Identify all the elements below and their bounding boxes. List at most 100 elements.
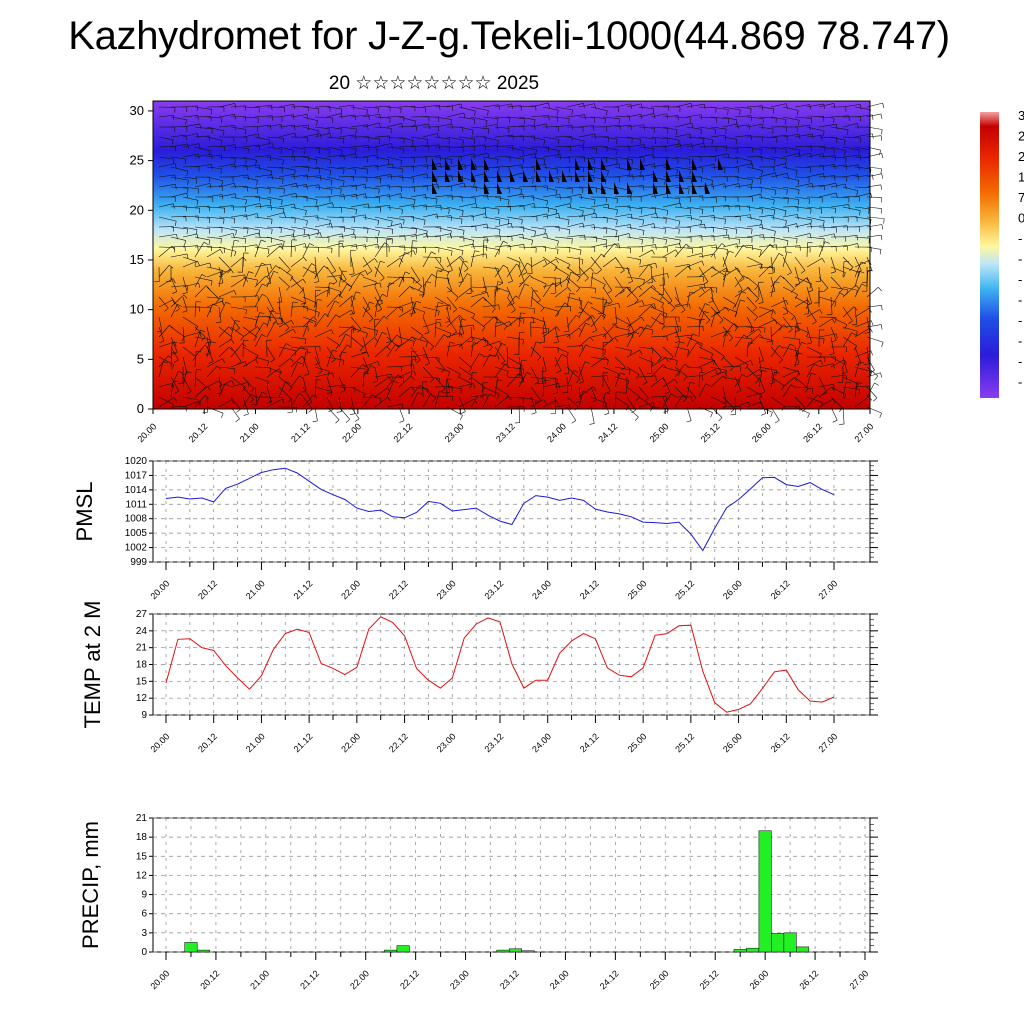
wind-barb bbox=[770, 156, 787, 160]
wind-barb bbox=[326, 176, 345, 182]
wind-barb bbox=[866, 382, 875, 398]
wind-barb-feather bbox=[627, 325, 631, 330]
wind-barb-feather bbox=[345, 333, 351, 337]
precip-bar bbox=[521, 950, 535, 953]
wind-barb bbox=[506, 286, 515, 304]
x-tick-label: 21.12 bbox=[292, 731, 315, 754]
wind-barb bbox=[386, 306, 399, 318]
wind-barb-feather bbox=[821, 135, 823, 141]
wind-barb bbox=[746, 156, 762, 158]
wind-barb bbox=[470, 336, 489, 342]
wind-barb bbox=[446, 342, 451, 358]
wind-barb bbox=[470, 206, 486, 209]
wind-barb-feather bbox=[441, 388, 446, 393]
wind-barb bbox=[614, 195, 631, 198]
wind-barb-feather bbox=[881, 173, 884, 179]
wind-barb-feather bbox=[186, 228, 188, 234]
wind-barb bbox=[482, 354, 491, 368]
wind-barb bbox=[722, 323, 735, 338]
wind-barb bbox=[842, 381, 847, 398]
wind-barb-feather bbox=[463, 112, 466, 118]
wind-barb bbox=[182, 401, 199, 408]
wind-barb bbox=[302, 243, 310, 258]
wind-barb-feather bbox=[201, 274, 207, 277]
wind-barb-feather bbox=[532, 290, 538, 292]
wind-barb bbox=[338, 351, 342, 368]
wind-barb-feather bbox=[669, 356, 674, 361]
wind-barb bbox=[710, 296, 720, 313]
wind-barb bbox=[602, 276, 613, 291]
wind-barb-feather bbox=[652, 348, 654, 354]
wind-barb-feather bbox=[500, 361, 506, 365]
wind-barb-feather bbox=[543, 399, 547, 404]
wind-barb bbox=[626, 396, 636, 411]
wind-barb bbox=[386, 166, 403, 169]
wind-barb-feather bbox=[535, 341, 541, 344]
wind-barb-feather bbox=[880, 113, 883, 119]
wind-barb bbox=[314, 223, 332, 228]
wind-barb bbox=[326, 314, 337, 328]
wind-barb bbox=[650, 335, 667, 338]
wind-barb bbox=[194, 183, 210, 188]
wind-barb bbox=[206, 136, 223, 141]
wind-barb-feather bbox=[736, 243, 739, 249]
wind-barb bbox=[482, 195, 501, 198]
wind-barb bbox=[410, 226, 428, 232]
wind-barb bbox=[530, 196, 548, 202]
wind-barb-feather bbox=[215, 298, 220, 303]
wind-barb bbox=[386, 336, 399, 348]
wind-barb-feather bbox=[556, 370, 562, 374]
wind-barb bbox=[746, 392, 761, 398]
wind-barb-feather bbox=[664, 313, 668, 319]
wind-barb bbox=[638, 113, 655, 118]
wind-barb-feather bbox=[801, 341, 807, 345]
wind-barb-feather bbox=[503, 325, 508, 331]
wind-barb-feather bbox=[425, 281, 431, 283]
wind-barb bbox=[302, 321, 309, 338]
wind-barb bbox=[206, 300, 223, 308]
wind-barb bbox=[458, 185, 477, 188]
wind-barb bbox=[266, 271, 274, 288]
wind-barb bbox=[206, 154, 222, 158]
wind-barb bbox=[806, 346, 822, 355]
wind-barb bbox=[734, 124, 749, 128]
wind-barb bbox=[818, 318, 833, 328]
x-tick-label: 24.12 bbox=[598, 968, 621, 991]
wind-barb-feather bbox=[255, 160, 257, 166]
wind-barb bbox=[482, 156, 499, 160]
wind-barb bbox=[746, 186, 762, 188]
wind-barb bbox=[650, 105, 669, 108]
wind-barb bbox=[722, 215, 741, 218]
wind-barb bbox=[494, 321, 510, 328]
wind-barb-feather bbox=[688, 188, 690, 194]
wind-barb bbox=[278, 328, 294, 338]
wind-barb bbox=[830, 156, 847, 159]
wind-barb-feather bbox=[843, 394, 847, 400]
wind-barb bbox=[278, 266, 294, 278]
wind-barb bbox=[770, 253, 780, 268]
x-tick-label: 25.12 bbox=[698, 968, 721, 991]
wind-barb bbox=[830, 326, 837, 341]
wind-barb bbox=[866, 173, 882, 178]
wind-barb-feather bbox=[436, 213, 439, 219]
wind-barb-feather bbox=[159, 340, 165, 344]
wind-barb bbox=[170, 166, 189, 172]
wind-barb bbox=[854, 283, 862, 298]
wind-barb bbox=[638, 244, 656, 248]
wind-barb-feather bbox=[797, 180, 800, 186]
wind-barb bbox=[194, 376, 207, 387]
wind-barb bbox=[554, 326, 559, 342]
wind-barb-feather bbox=[463, 260, 469, 263]
wind-barb bbox=[350, 244, 366, 248]
wind-barb-feather bbox=[741, 374, 747, 378]
wind-barb-feather bbox=[413, 204, 415, 210]
wind-barb bbox=[230, 320, 236, 338]
wind-barb bbox=[566, 345, 583, 348]
wind-barb bbox=[650, 236, 667, 240]
wind-barb bbox=[314, 246, 333, 249]
wind-barb-feather bbox=[855, 331, 858, 337]
wind-barb-feather bbox=[556, 379, 558, 385]
wind-barb bbox=[158, 145, 176, 148]
wind-barb-feather bbox=[531, 240, 534, 246]
wind-barb-feather bbox=[487, 194, 489, 200]
